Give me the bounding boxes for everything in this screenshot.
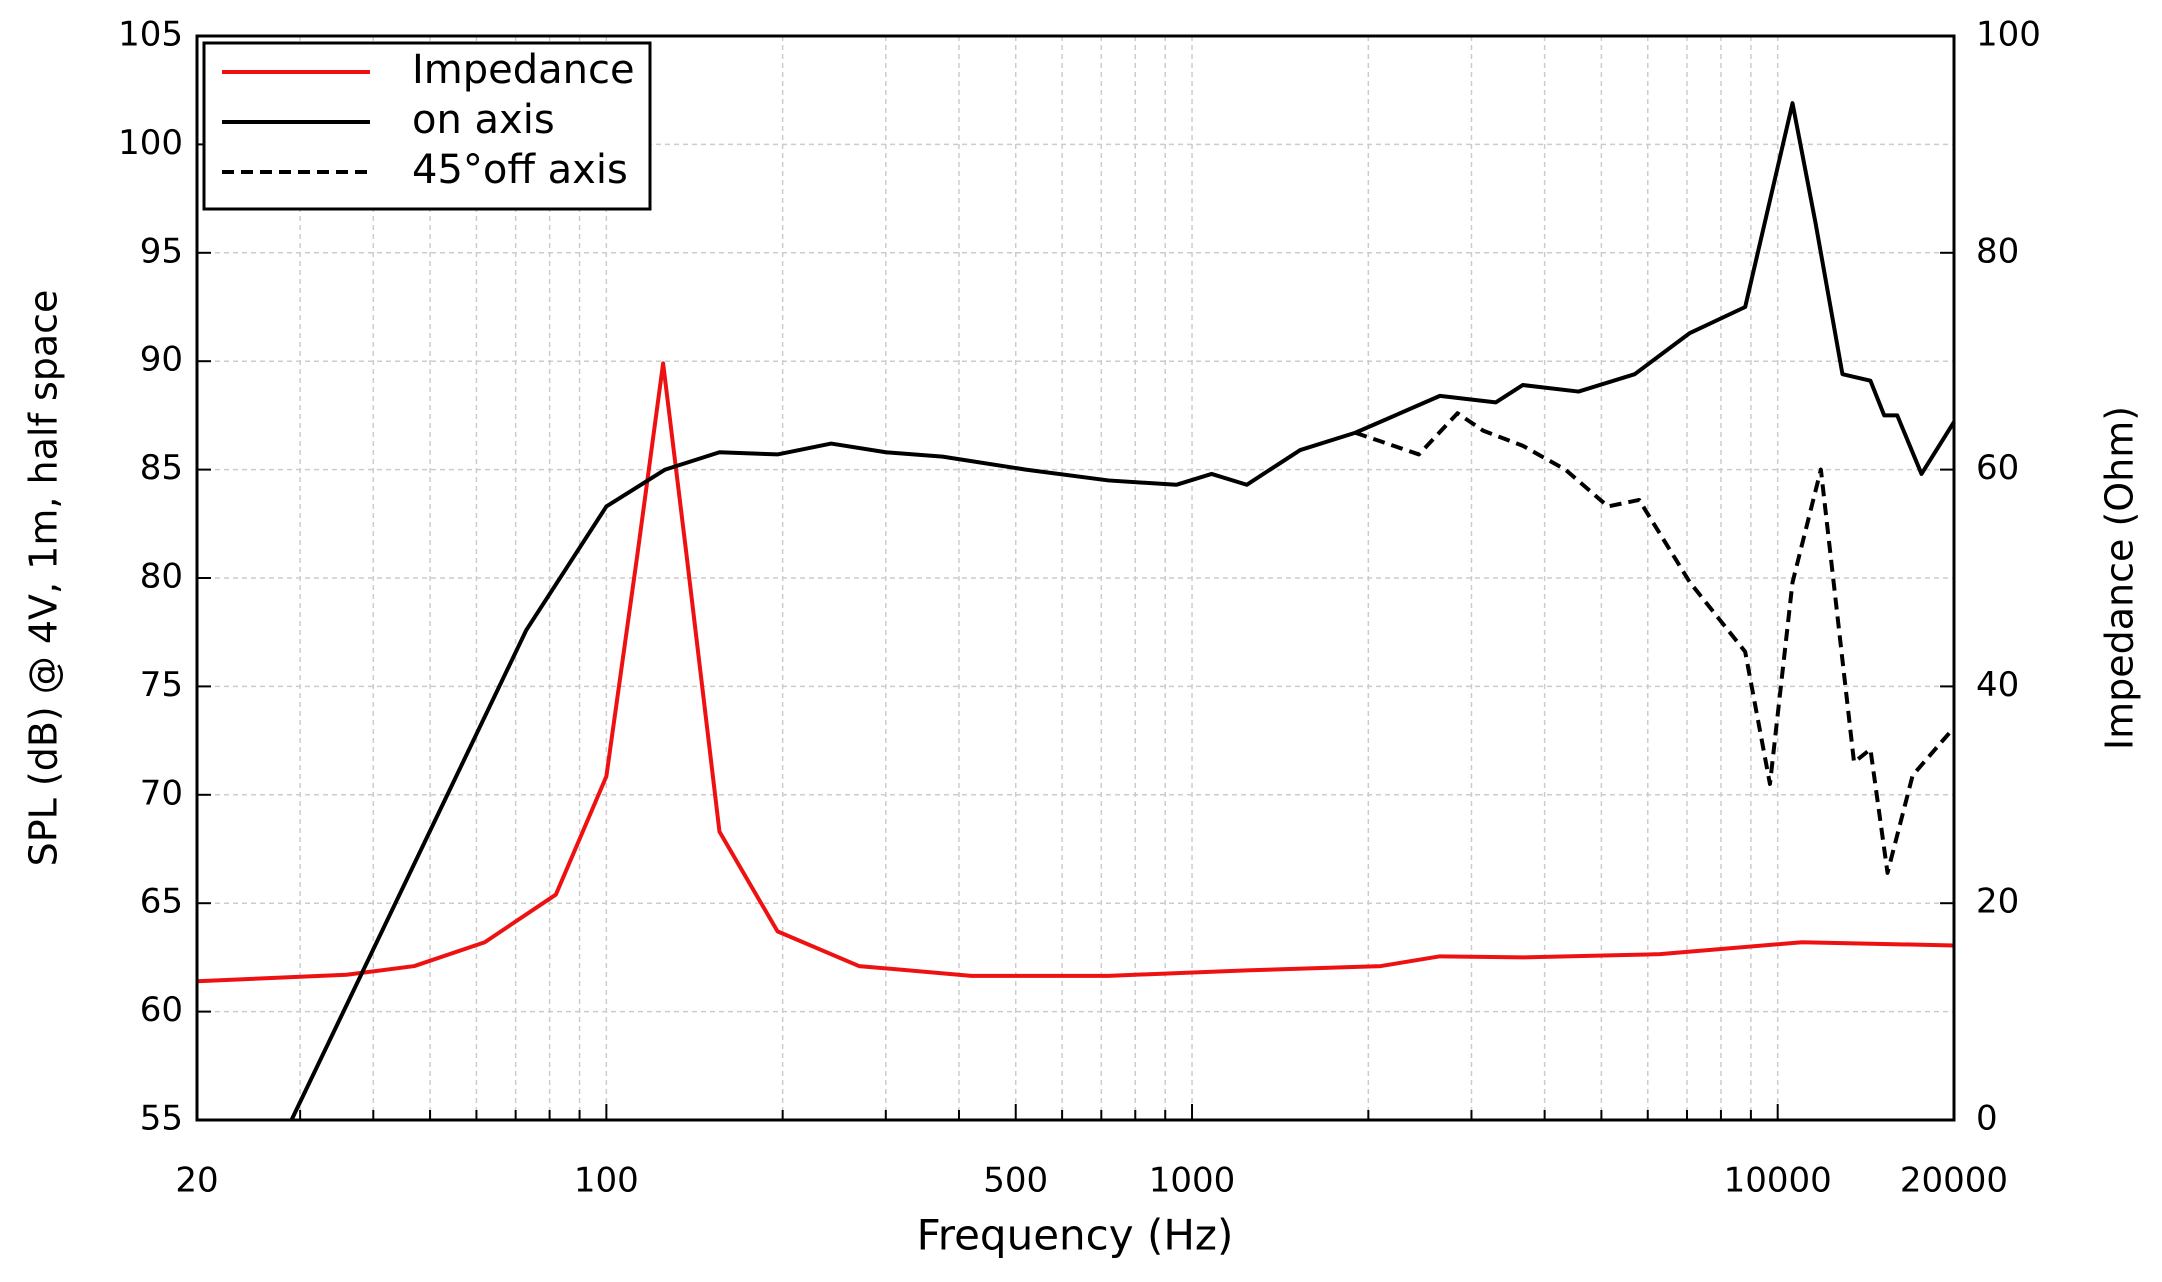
- y2-tick-label: 40: [1976, 665, 2019, 705]
- y-tick-label: 105: [118, 15, 183, 55]
- series-line: [1354, 411, 1956, 875]
- y-tick-label: 70: [140, 773, 183, 813]
- x-tick-label: 100: [574, 1161, 639, 1201]
- y-tick-label: 55: [140, 1099, 183, 1139]
- y-tick-label: 85: [140, 448, 183, 488]
- y2-axis-label: Impedance (Ohm): [2098, 406, 2142, 750]
- legend-label: Impedance: [412, 47, 635, 93]
- y2-tick-label: 20: [1976, 882, 2019, 922]
- y-tick-label: 60: [140, 990, 183, 1030]
- y2-tick-label: 100: [1976, 15, 2041, 55]
- y2-tick-label: 60: [1976, 448, 2019, 488]
- y2-tick-label: 0: [1976, 1099, 1998, 1139]
- y-tick-label: 95: [140, 231, 183, 271]
- y-tick-label: 80: [140, 557, 183, 597]
- series-line: [196, 361, 1955, 984]
- y-tick-label: 75: [140, 665, 183, 705]
- y-tick-label: 100: [118, 123, 183, 163]
- y-axis-label: SPL (dB) @ 4V, 1m, half space: [22, 290, 66, 867]
- x-axis-label: Frequency (Hz): [917, 1211, 1234, 1260]
- x-tick-label: 1000: [1149, 1161, 1236, 1201]
- x-tick-label: 20: [175, 1161, 218, 1201]
- series-line: [289, 101, 1956, 1121]
- legend-label: 45°off axis: [412, 147, 628, 193]
- legend-label: on axis: [412, 97, 555, 143]
- y2-tick-label: 80: [1976, 231, 2019, 271]
- x-tick-label: 500: [983, 1161, 1048, 1201]
- x-tick-label: 20000: [1900, 1161, 2008, 1201]
- y-tick-label: 65: [140, 882, 183, 922]
- plot-frame: [195, 34, 1956, 1122]
- x-tick-label: 10000: [1724, 1161, 1832, 1201]
- y-tick-label: 90: [140, 340, 183, 380]
